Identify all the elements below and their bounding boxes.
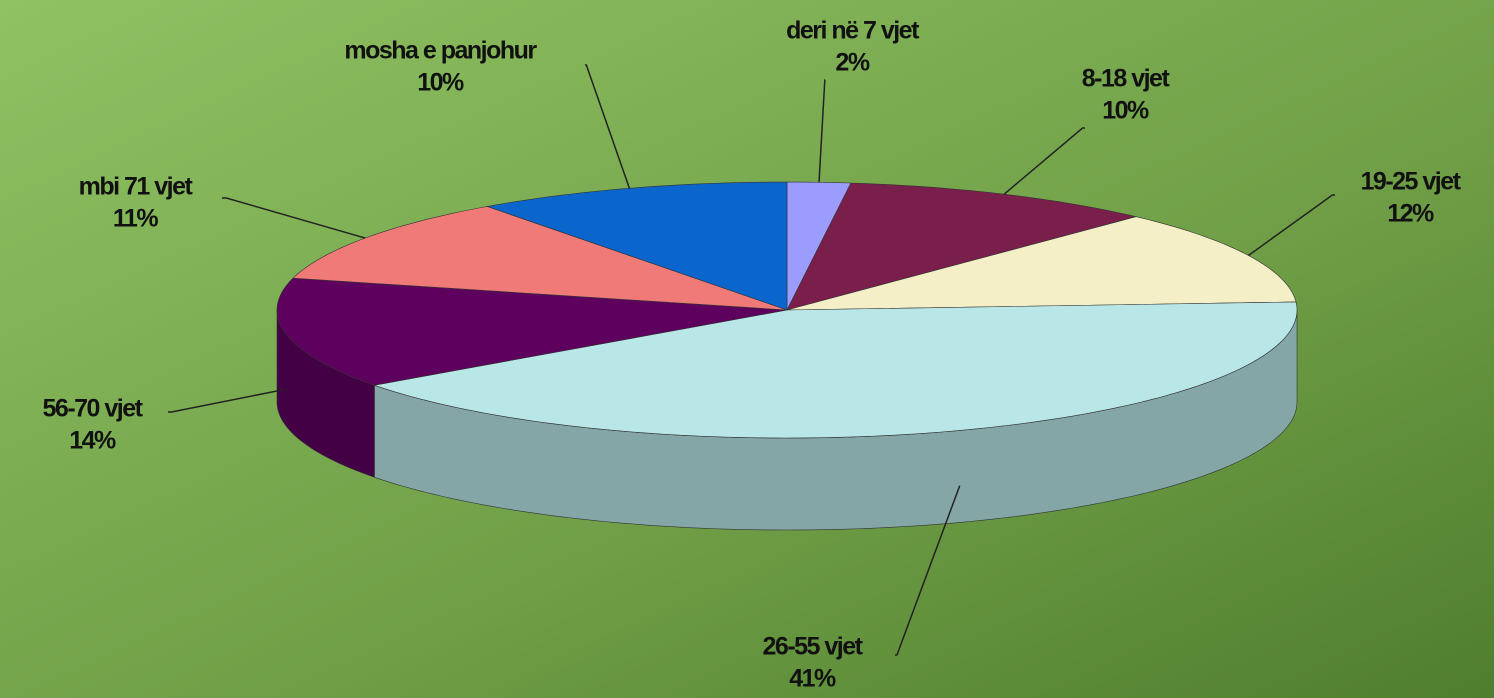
slice-value-label: 2% xyxy=(835,49,869,77)
slice-label: mbi 71 vjet xyxy=(79,173,194,201)
slice xyxy=(276,277,788,386)
slice-value-label: 10% xyxy=(1102,97,1149,125)
leader-line xyxy=(895,485,961,656)
slice-label: 19-25 vjet xyxy=(1361,168,1462,196)
slice-value-label: 41% xyxy=(789,665,836,693)
leader-line xyxy=(222,197,366,239)
slice-value-label: 12% xyxy=(1387,200,1434,228)
slice-value-label: 11% xyxy=(113,205,158,233)
leader-line xyxy=(818,79,826,183)
leader-line xyxy=(168,388,287,413)
slice-label: 8-18 vjet xyxy=(1082,65,1171,93)
slice-label: mosha e panjohur xyxy=(344,37,537,65)
slice-value-label: 10% xyxy=(417,69,464,97)
slice-label: 26-55 vjet xyxy=(763,633,864,661)
leader-line xyxy=(1003,127,1085,195)
slice-label: deri në 7 vjet xyxy=(786,17,920,45)
slice xyxy=(373,301,1298,439)
leader-line xyxy=(1248,194,1335,257)
leader-line xyxy=(585,64,631,189)
slice xyxy=(786,216,1297,311)
slice-value-label: 14% xyxy=(69,427,116,455)
slice xyxy=(486,181,788,311)
slice-label: 56-70 vjet xyxy=(43,395,144,423)
